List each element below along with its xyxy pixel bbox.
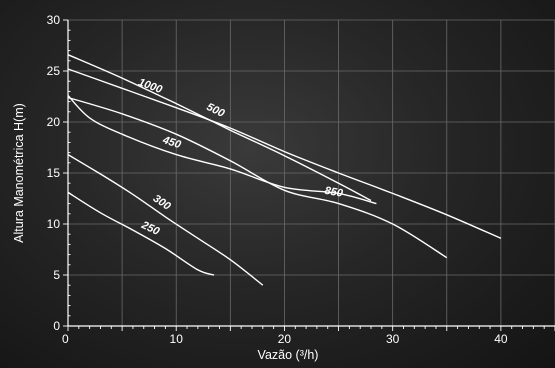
y-tick-label: 25 xyxy=(47,64,61,78)
y-axis-title: Altura Manométrica H(m) xyxy=(12,103,26,243)
x-tick-label: 40 xyxy=(494,332,508,346)
series-line-1000 xyxy=(67,68,502,239)
series-line-250 xyxy=(67,191,215,276)
series-line-300 xyxy=(67,154,264,286)
y-tick-label: 20 xyxy=(47,115,61,129)
series-line-450 xyxy=(67,95,377,205)
y-tick-label: 10 xyxy=(47,217,61,231)
curve-label-850: 850 xyxy=(324,185,345,200)
y-tick-label: 30 xyxy=(47,13,61,27)
curve-label-450: 450 xyxy=(160,134,183,152)
x-tick-label: 20 xyxy=(278,332,292,346)
y-tick-label: 15 xyxy=(47,166,61,180)
y-tick-label: 0 xyxy=(53,319,60,333)
axes xyxy=(63,19,555,331)
grid xyxy=(68,19,555,326)
curve-label-500: 500 xyxy=(205,101,228,120)
x-tick-label: 10 xyxy=(170,332,184,346)
x-axis-title: Vazão (³/h) xyxy=(258,348,319,362)
x-tick-label: 0 xyxy=(62,332,69,346)
series-line-850 xyxy=(67,96,448,259)
curve-label-1000: 1000 xyxy=(137,76,165,96)
series-line-500 xyxy=(67,54,372,202)
series-group xyxy=(67,54,502,286)
y-tick-label: 5 xyxy=(53,268,60,282)
x-tick-label: 30 xyxy=(386,332,400,346)
curve-label-300: 300 xyxy=(151,193,174,214)
